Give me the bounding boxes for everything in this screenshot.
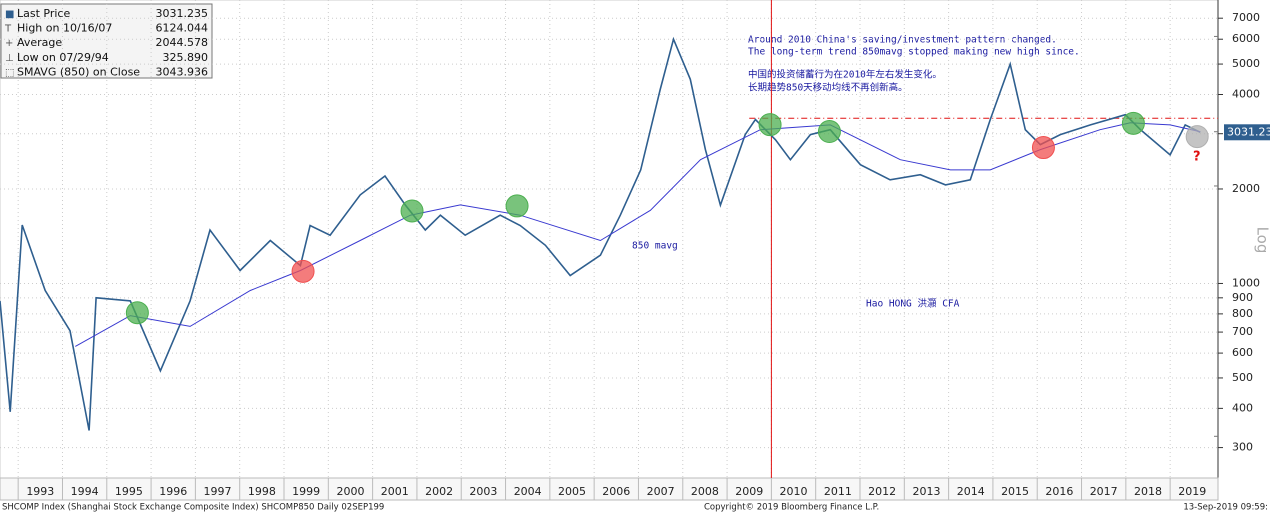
x-tick-label: 2004 — [514, 485, 542, 498]
x-tick-label: 2000 — [336, 485, 364, 498]
legend-label: Last Price — [17, 7, 70, 20]
legend-icon: T — [4, 24, 12, 35]
x-tick-label: 2006 — [602, 485, 630, 498]
x-tick-label: 1993 — [26, 485, 54, 498]
x-tick-label: 2011 — [824, 485, 852, 498]
annotation: 中国的投资储蓄行为在2010年左右发生变化。 — [748, 69, 942, 81]
legend-value: 2044.578 — [156, 36, 209, 49]
x-tick-label: 2017 — [1090, 485, 1118, 498]
legend-icon: ■ — [5, 9, 14, 20]
axis-label: Log — [1254, 227, 1270, 254]
x-tick-label: 1994 — [71, 485, 99, 498]
y-tick-label: 5000 — [1232, 57, 1260, 70]
x-tick-label: 1996 — [159, 485, 187, 498]
x-tick-label: 2016 — [1045, 485, 1073, 498]
footer: SHCOMP Index (Shanghai Stock Exchange Co… — [2, 503, 384, 513]
annotation: ? — [1193, 150, 1201, 165]
x-tick-label: 2008 — [691, 485, 719, 498]
y-tick-label: 500 — [1232, 371, 1253, 384]
annotation: 长期趋势850天移动均线不再创新高。 — [748, 82, 908, 94]
x-tick-label: 2015 — [1001, 485, 1029, 498]
x-tick-label: 2012 — [868, 485, 896, 498]
legend-value: 6124.044 — [156, 22, 209, 35]
legend-label: High on 10/16/07 — [17, 22, 112, 35]
annotation: Hao HONG 洪灝 CFA — [866, 298, 960, 310]
x-tick-label: 2010 — [780, 485, 808, 498]
y-tick-label: 600 — [1232, 346, 1253, 359]
legend-icon: + — [5, 38, 13, 49]
y-tick-label: 700 — [1232, 325, 1253, 338]
x-tick-label: 2007 — [647, 485, 675, 498]
marker — [1121, 111, 1145, 135]
y-tick-label: 1000 — [1232, 276, 1260, 289]
x-tick-label: 2005 — [558, 485, 586, 498]
marker — [817, 120, 841, 144]
footer: 13-Sep-2019 09:59: — [1183, 503, 1268, 513]
legend-value: 325.890 — [163, 51, 209, 64]
legend-value: 3031.235 — [156, 7, 209, 20]
y-tick-label: 4000 — [1232, 87, 1260, 100]
y-tick-label: 2000 — [1232, 182, 1260, 195]
x-tick-label: 2009 — [735, 485, 763, 498]
x-tick-label: 2014 — [957, 485, 985, 498]
marker — [1185, 125, 1209, 149]
x-tick-label: 2019 — [1178, 485, 1206, 498]
marker — [1031, 136, 1055, 160]
x-axis-band — [0, 477, 1219, 501]
legend-value: 3043.936 — [156, 65, 209, 78]
annotation: 850 mavg — [632, 241, 678, 252]
last-price-tag — [1224, 124, 1270, 141]
annotation: The long-term trend 850mavg stopped maki… — [748, 47, 1080, 58]
legend-label: Low on 07/29/94 — [17, 51, 109, 64]
x-tick-label: 1999 — [292, 485, 320, 498]
y-tick-label: 7000 — [1232, 11, 1260, 24]
legend-label: SMAVG (850) on Close — [17, 65, 140, 78]
legend-icon: ⊥ — [5, 53, 14, 64]
marker — [400, 199, 424, 223]
y-tick-label: 300 — [1232, 441, 1253, 454]
x-tick-label: 2001 — [381, 485, 409, 498]
marker — [505, 194, 529, 218]
annotation: Around 2010 China's saving/investment pa… — [748, 35, 1057, 46]
marker — [758, 113, 782, 137]
x-tick-label: 2002 — [425, 485, 453, 498]
y-tick-label: 800 — [1232, 307, 1253, 320]
y-tick-label: 900 — [1232, 291, 1253, 304]
marker — [125, 301, 149, 325]
x-tick-label: 1995 — [115, 485, 143, 498]
x-tick-label: 1997 — [204, 485, 232, 498]
x-tick-label: 2018 — [1134, 485, 1162, 498]
line-series — [75, 122, 1201, 347]
y-tick-label: 6000 — [1232, 32, 1260, 45]
x-tick-label: 2003 — [469, 485, 497, 498]
legend-icon: ⬚ — [5, 67, 14, 78]
legend-label: Average — [17, 36, 62, 49]
marker — [291, 259, 315, 283]
line-series — [0, 36, 1201, 431]
x-tick-label: 2013 — [912, 485, 940, 498]
y-tick-label: 400 — [1232, 401, 1253, 414]
last-price-label: 3031.235 — [1227, 125, 1270, 138]
x-tick-label: 1998 — [248, 485, 276, 498]
footer: Copyright© 2019 Bloomberg Finance L.P. — [704, 503, 879, 513]
